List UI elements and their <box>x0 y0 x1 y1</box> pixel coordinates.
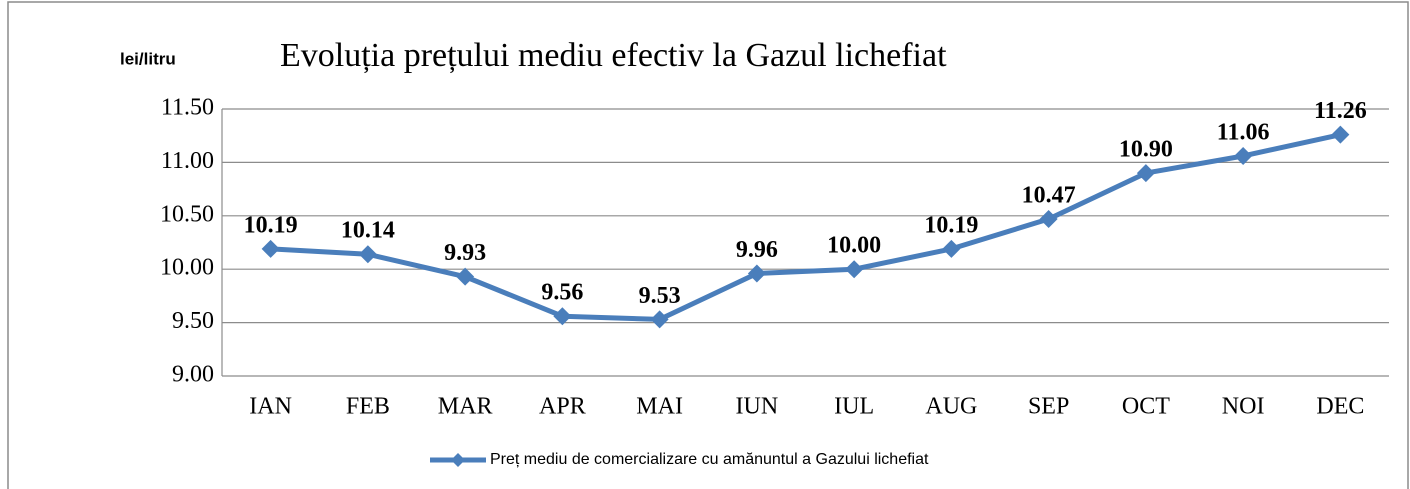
data-label: 10.90 <box>1119 137 1173 163</box>
y-tick-label: 11.50 <box>161 95 214 121</box>
data-point <box>1039 210 1058 229</box>
x-tick-label: MAR <box>438 394 493 420</box>
y-tick-label: 10.50 <box>160 201 214 227</box>
y-tick-label: 9.00 <box>172 362 214 388</box>
legend-label: Preț mediu de comercializare cu amănuntu… <box>490 451 929 468</box>
data-label: 10.14 <box>341 218 395 244</box>
chart-frame <box>7 1 1409 489</box>
y-tick-label: 11.00 <box>161 148 214 174</box>
x-tick-label: SEP <box>1028 394 1069 420</box>
data-label: 9.96 <box>736 237 778 263</box>
data-point <box>650 310 669 329</box>
series-line <box>270 132 1341 322</box>
legend-marker <box>451 453 465 467</box>
data-label: 11.26 <box>1314 98 1367 124</box>
x-tick-label: AUG <box>925 394 977 420</box>
x-tick-label: APR <box>539 394 586 420</box>
data-label: 9.93 <box>444 240 486 266</box>
data-label: 10.19 <box>244 212 298 238</box>
x-tick-label: IUN <box>736 394 779 420</box>
data-label: 10.19 <box>924 212 978 238</box>
x-tick-label: IAN <box>249 394 292 420</box>
data-point <box>358 245 377 264</box>
data-point <box>845 260 864 279</box>
y-axis-label: lei/litru <box>120 49 176 68</box>
data-label: 10.00 <box>827 233 881 259</box>
data-point <box>1234 146 1253 165</box>
x-tick-label: FEB <box>346 394 390 420</box>
y-tick-label: 10.00 <box>160 255 214 281</box>
data-point <box>1331 125 1350 144</box>
data-point <box>1136 164 1155 183</box>
data-point <box>747 264 766 283</box>
y-tick-label: 9.50 <box>172 308 214 334</box>
data-point <box>553 307 572 326</box>
data-point <box>942 239 961 258</box>
data-point <box>261 239 280 258</box>
data-label: 10.47 <box>1022 183 1076 209</box>
data-label: 9.53 <box>639 283 681 309</box>
data-label: 9.56 <box>541 280 583 306</box>
x-tick-label: OCT <box>1122 394 1170 420</box>
x-tick-label: IUL <box>834 394 874 420</box>
x-tick-label: NOI <box>1222 394 1265 420</box>
x-tick-label: DEC <box>1316 394 1364 420</box>
data-point <box>456 267 475 286</box>
chart-title: Evoluția prețului mediu efectiv la Gazul… <box>280 37 947 74</box>
x-tick-label: MAI <box>636 394 683 420</box>
data-label: 11.06 <box>1217 119 1270 145</box>
